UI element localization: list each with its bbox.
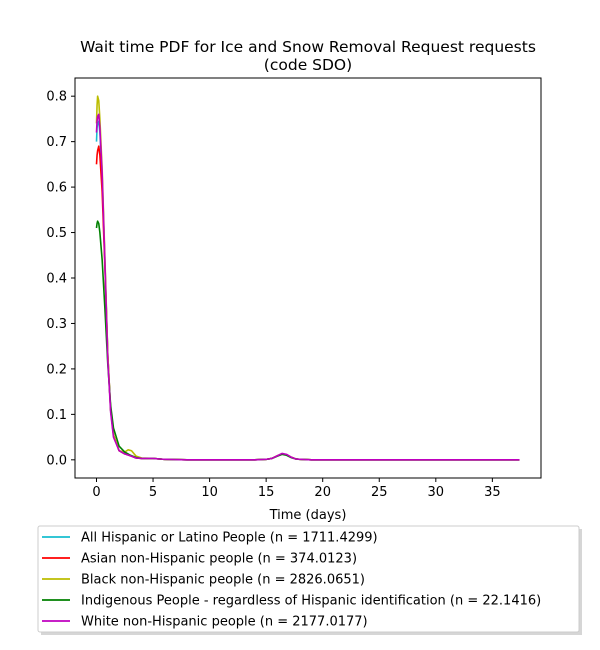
- x-tick-label: 10: [201, 485, 218, 500]
- y-tick-label: 0.8: [46, 90, 67, 105]
- legend-box: [37, 525, 580, 633]
- legend-label-2: Black non-Hispanic people (n = 2826.0651…: [81, 573, 365, 588]
- legend-label-4: White non-Hispanic people (n = 2177.0177…: [81, 615, 368, 630]
- y-tick-label: 0.1: [46, 408, 67, 423]
- y-axis: 0.0 0.1 0.2 0.3 0.4 0.5 0.6 0.7 0.8: [46, 90, 75, 468]
- y-tick-label: 0.7: [46, 135, 67, 150]
- y-tick-label: 0.0: [46, 453, 67, 468]
- chart-title-line1: Wait time PDF for Ice and Snow Removal R…: [80, 38, 536, 56]
- x-tick-label: 15: [258, 485, 275, 500]
- x-tick-label: 25: [371, 485, 388, 500]
- x-axis: 0 5 10 15 20 25 30 35: [92, 478, 501, 500]
- y-tick-label: 0.6: [46, 181, 67, 196]
- legend: All Hispanic or Latino People (n = 1711.…: [37, 525, 582, 635]
- x-tick-label: 0: [92, 485, 100, 500]
- x-tick-label: 30: [428, 485, 445, 500]
- series-line-4: [95, 113, 520, 461]
- x-tick-label: 35: [484, 485, 501, 500]
- y-tick-label: 0.4: [46, 272, 67, 287]
- legend-label-3: Indigenous People - regardless of Hispan…: [81, 594, 541, 609]
- legend-label-0: All Hispanic or Latino People (n = 1711.…: [81, 531, 378, 546]
- y-tick-label: 0.3: [46, 317, 67, 332]
- y-tick-label: 0.2: [46, 362, 67, 377]
- chart-title-line2: (code SDO): [264, 56, 352, 74]
- legend-label-1: Asian non-Hispanic people (n = 374.0123): [81, 552, 357, 567]
- x-tick-label: 20: [314, 485, 331, 500]
- series-layer: [95, 95, 520, 461]
- y-tick-label: 0.5: [46, 226, 67, 241]
- x-axis-label: Time (days): [269, 508, 347, 523]
- x-tick-label: 5: [149, 485, 157, 500]
